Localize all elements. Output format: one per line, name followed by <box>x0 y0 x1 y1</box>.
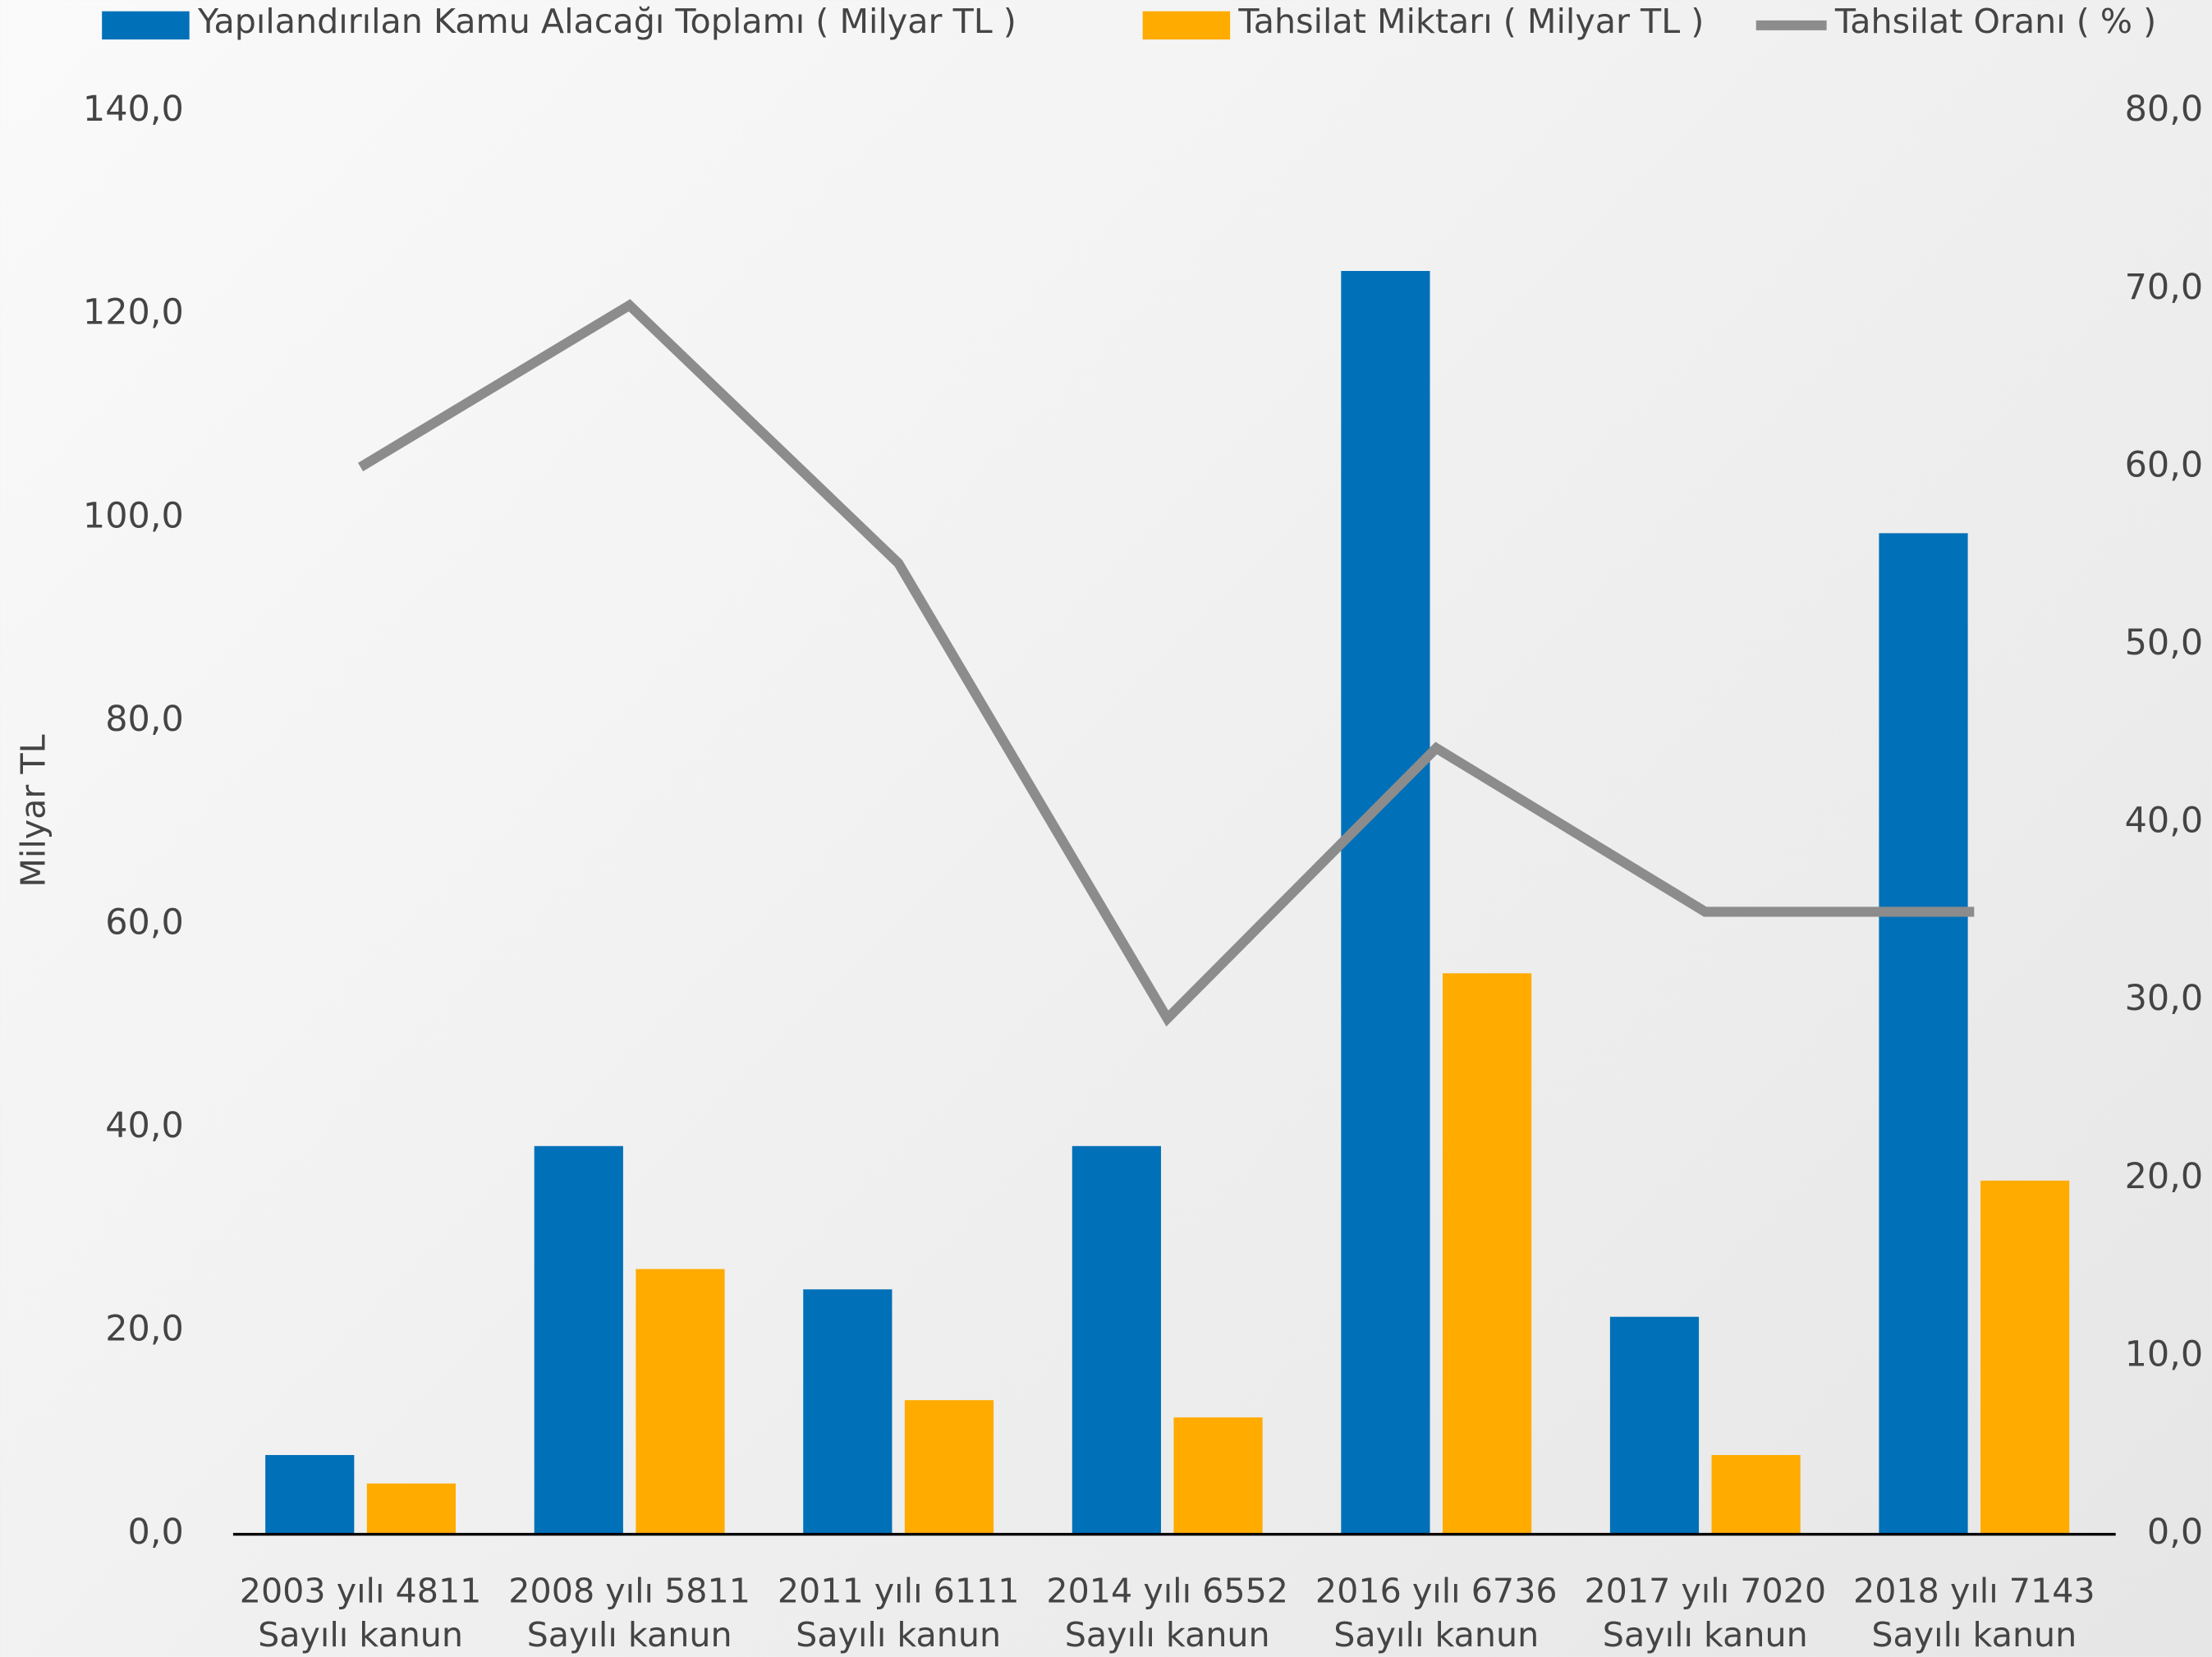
legend-swatch <box>1142 11 1231 40</box>
legend-label: Yapılandırılan Kamu Alacağı Toplamı ( Mi… <box>197 2 1017 41</box>
x-tick-label: 2014 yılı 6552 <box>1046 1572 1288 1611</box>
bar <box>803 1289 893 1535</box>
x-tick-label: Sayılı kanun <box>796 1615 1001 1655</box>
y-tick-label: 120,0 <box>83 292 184 333</box>
y-tick-label: 0,0 <box>128 1512 184 1553</box>
y-tick-label: 80,0 <box>105 699 184 740</box>
x-tick-label: 2017 yılı 7020 <box>1584 1572 1826 1611</box>
y2-tick-label: 80,0 <box>2125 89 2204 130</box>
y2-tick-label: 70,0 <box>2125 267 2204 308</box>
legend-label: Tahsilat Miktarı ( Milyar TL ) <box>1237 2 1704 41</box>
bar <box>366 1483 457 1535</box>
bar <box>1442 973 1532 1535</box>
y-tick-label: 140,0 <box>83 89 184 130</box>
y2-tick-label: 20,0 <box>2125 1156 2204 1197</box>
y2-tick-label: 30,0 <box>2125 978 2204 1019</box>
y-tick-label: 40,0 <box>105 1105 184 1146</box>
bar <box>1072 1145 1161 1535</box>
x-tick-label: 2016 yılı 6736 <box>1315 1572 1558 1611</box>
line <box>357 299 1975 1027</box>
x-tick-label: 2003 yılı 4811 <box>240 1572 482 1611</box>
legend-swatch <box>102 11 190 40</box>
y-tick-label: 60,0 <box>105 902 184 943</box>
x-tick-label: Sayılı kanun <box>527 1615 732 1655</box>
x-tick-label: 2018 yılı 7143 <box>1853 1572 2095 1611</box>
bar <box>1980 1180 2070 1535</box>
bar <box>1711 1455 1801 1535</box>
y-tick-label: 100,0 <box>83 495 184 536</box>
legend-label: Tahsilat Oranı ( % ) <box>1834 2 2156 41</box>
x-tick-label: Sayılı kanun <box>1065 1615 1270 1655</box>
bar <box>1879 533 1968 1535</box>
y-tick-label: 20,0 <box>105 1309 184 1350</box>
x-tick-label: Sayılı kanun <box>1603 1615 1808 1655</box>
y2-tick-label: 0,0 <box>2147 1512 2203 1553</box>
x-tick-label: Sayılı kanun <box>258 1615 463 1655</box>
y2-tick-label: 10,0 <box>2125 1333 2204 1375</box>
y2-tick-label: 40,0 <box>2125 801 2204 842</box>
y-axis-title: Milyar TL <box>13 734 53 887</box>
x-tick-label: 2011 yılı 6111 <box>778 1572 1020 1611</box>
y2-tick-label: 50,0 <box>2125 622 2204 663</box>
bar <box>1173 1417 1263 1535</box>
bar <box>265 1455 355 1535</box>
bar <box>534 1145 623 1535</box>
x-tick-label: Sayılı kanun <box>1871 1615 2077 1655</box>
bar <box>904 1400 994 1535</box>
bar <box>1341 271 1430 1535</box>
x-tick-label: 2008 yılı 5811 <box>508 1572 750 1611</box>
bar <box>636 1269 725 1535</box>
y2-tick-label: 60,0 <box>2125 444 2204 485</box>
x-tick-label: Sayılı kanun <box>1333 1615 1539 1655</box>
bar <box>1609 1316 1700 1535</box>
